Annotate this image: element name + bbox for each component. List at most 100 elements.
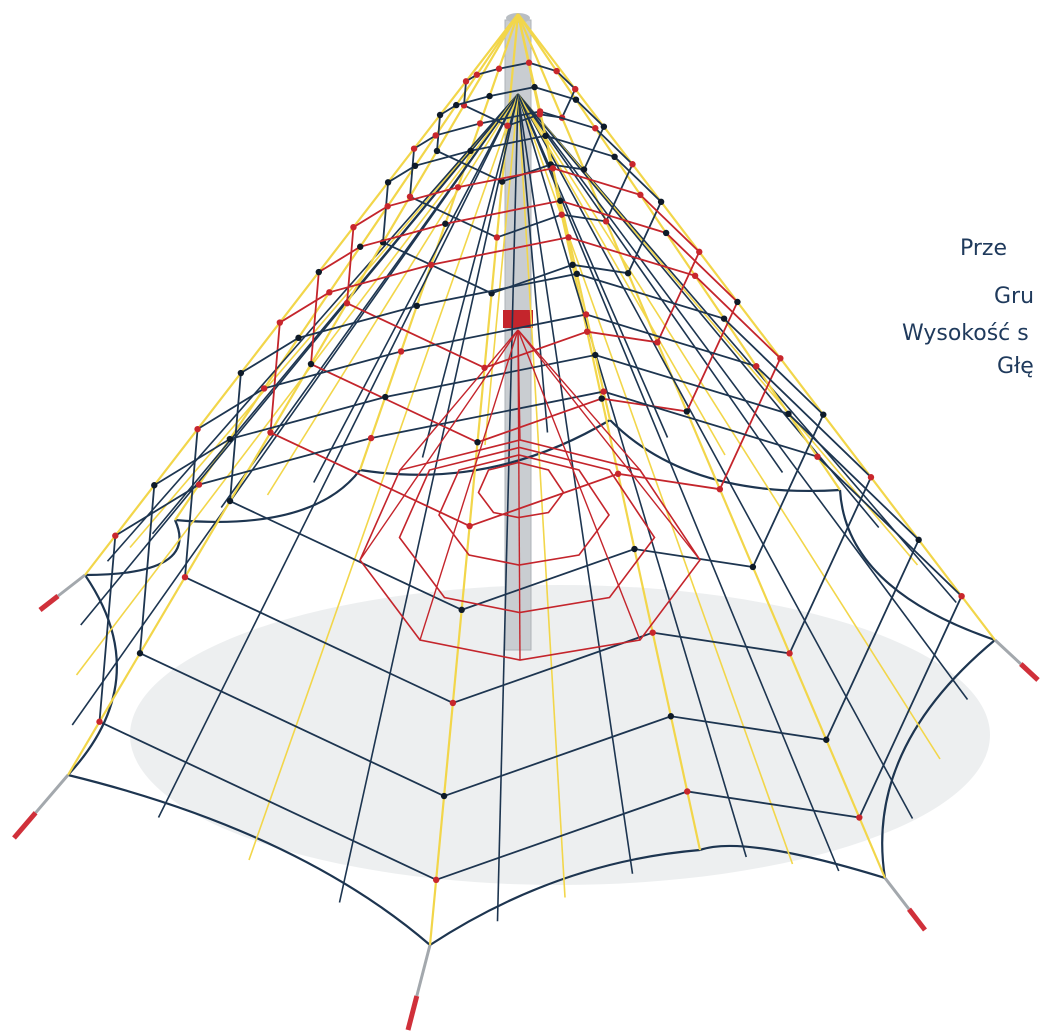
rope-knot [466,523,472,529]
spec-line-4: Głę [997,354,1034,379]
rope-knot [357,244,363,250]
rope-knot [477,120,483,126]
rope-knot [553,68,559,74]
rope-knot [267,429,273,435]
rope-knot [581,166,587,172]
rope-knot [823,737,829,743]
rope-knot [856,814,862,820]
rope-knot [344,300,350,306]
rope-knot [557,198,563,204]
rope-knot [308,361,314,367]
rope-knot [668,713,674,719]
rope-knot [398,348,404,354]
anchor-tip [1021,664,1038,680]
rope-knot [486,93,492,99]
rope-knot [474,439,480,445]
rope-knot [592,125,598,131]
rope-knot [601,123,607,129]
rope-knot [696,249,702,255]
rope-knot [526,60,532,66]
anchor-tip [40,596,58,610]
rope-knot [227,436,233,442]
rope-knot [467,148,473,154]
rope-knot [432,132,438,138]
rope-knot [915,537,921,543]
rope-knot [441,793,447,799]
rope-knot [384,203,390,209]
rope-knot [753,363,759,369]
rope-knot [238,370,244,376]
rope-knot [785,411,791,417]
rope-knot [428,262,434,268]
rope-knot [658,199,664,205]
rope-knot [151,482,157,488]
anchor-tip [909,909,925,930]
rope-knot [649,629,655,635]
rope-knot [558,211,564,217]
rope-knot [450,700,456,706]
anchor-cable [58,575,85,596]
rope-knot [820,411,826,417]
rope-knot [316,269,322,275]
rope-knot [550,165,556,171]
rope-knot [684,788,690,794]
rope-knot [463,78,469,84]
rope-knot [750,564,756,570]
rope-knot [734,299,740,305]
rope-knot [182,574,188,580]
rope-knot [453,102,459,108]
rope-knot [584,328,590,334]
rope-knot [277,319,283,325]
spec-line-1: Prze [960,236,1007,261]
rope-knot [637,192,643,198]
rope-knot [496,66,502,72]
rope-knot [437,112,443,118]
rope-knot [414,303,420,309]
rope-knot [494,234,500,240]
rope-knot [599,395,605,401]
rope-knot [611,154,617,160]
rope-knot [615,471,621,477]
rope-knot [112,533,118,539]
inner-net-rope [400,330,518,470]
rope-knot [654,339,660,345]
radial-rope [81,94,518,625]
radial-rope [85,14,518,575]
rope-knot [629,161,635,167]
rope-knot [574,271,580,277]
rope-knot [592,352,598,358]
rope-knot [663,230,669,236]
rope-knot [261,385,267,391]
rope-knot [569,262,575,268]
rope-knot [382,394,388,400]
rope-knot [474,72,480,78]
rope-knot [96,719,102,725]
rope-knot [721,315,727,321]
rope-knot [385,179,391,185]
rope-knot [958,593,964,599]
rope-knot [350,224,356,230]
rope-knot [777,355,783,361]
rope-knot [295,335,301,341]
rope-knot [455,184,461,190]
rope-knot [458,607,464,613]
rope-knot [537,108,543,114]
rope-knot [684,408,690,414]
rope-knot [692,273,698,279]
rope-knot [600,388,606,394]
rope-knot [137,650,143,656]
rope-knot [411,145,417,151]
spec-line-3: Wysokość s [902,321,1029,346]
rope-knot [442,221,448,227]
rope-knot [531,84,537,90]
rope-knot [227,498,233,504]
rope-knot [625,270,631,276]
anchor-tip [14,813,36,838]
rope-knot [717,486,723,492]
rope-knot [368,435,374,441]
rope-knot [504,123,510,129]
rope-knot [196,481,202,487]
radial-rope [268,94,519,495]
rope-knot [573,96,579,102]
